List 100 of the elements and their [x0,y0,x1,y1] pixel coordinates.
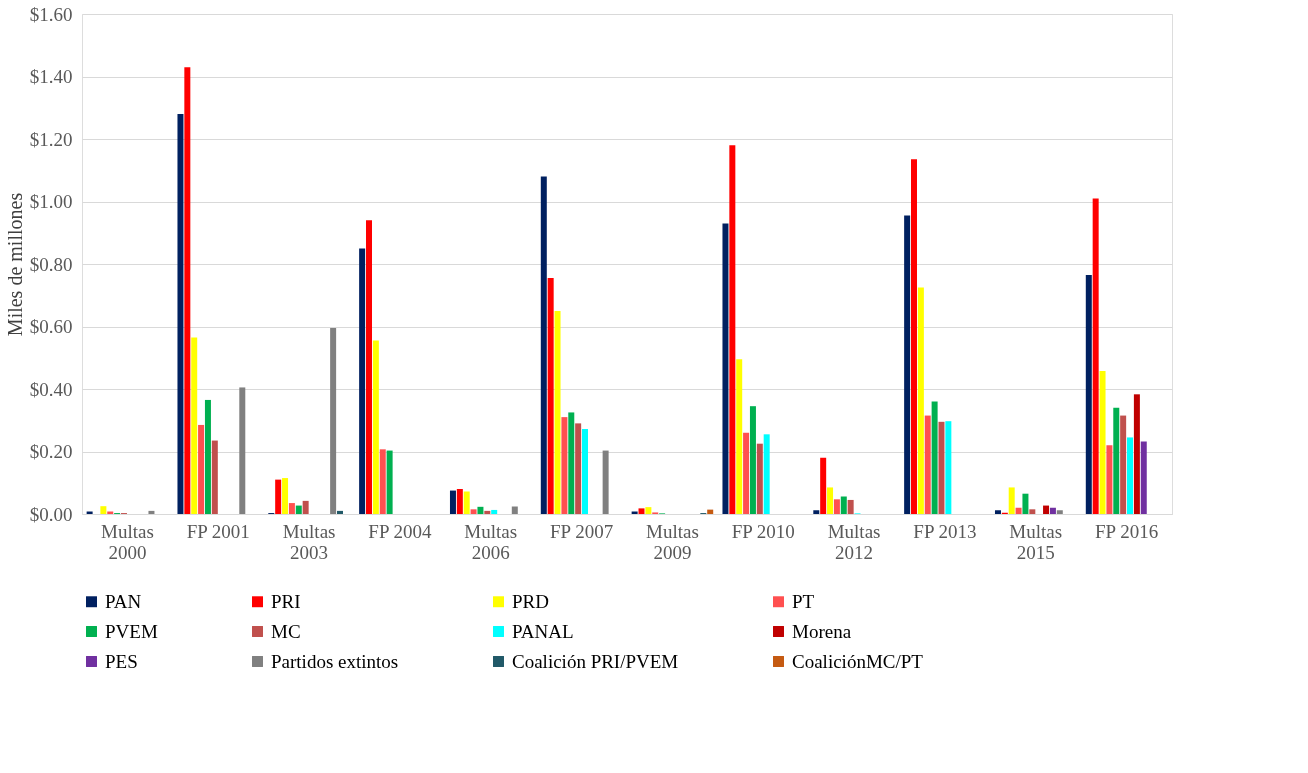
bar [1106,445,1113,514]
bar [827,487,834,514]
bar [1140,441,1147,514]
bar [540,176,547,514]
bar [638,508,645,514]
bar [386,450,393,514]
bar [148,510,155,514]
bar [1015,507,1022,514]
y-tick-label: $1.00 [29,191,73,212]
legend-label: Morena [792,620,852,642]
x-tick-label: FP 2010 [731,520,795,542]
bar [1092,198,1099,514]
bar [749,406,756,514]
bar [1127,437,1134,514]
bar [602,450,609,514]
bar [484,510,491,514]
bar [1056,510,1063,514]
x-tick-label: Multas 2000 [101,520,154,563]
bar [239,387,246,514]
bar [763,434,770,514]
legend-label: Coalición PRI/PVEM [512,650,679,672]
bar [561,417,568,514]
y-tick-label: $1.40 [29,66,73,87]
x-tick-label: Multas 2006 [464,520,518,563]
x-tick-label: FP 2001 [186,520,250,542]
x-tick-label: Multas 2003 [282,520,336,563]
legend-label: PANAL [512,620,574,642]
bar [904,215,911,514]
y-axis-title: Miles de millones [3,192,26,337]
bar [184,67,191,514]
legend-label: CoaliciónMC/PT [792,650,924,672]
bar [1133,394,1140,514]
bar [1113,407,1120,514]
bar [295,505,302,514]
bar [449,490,456,514]
bar [204,399,211,514]
y-tick-label: $0.00 [29,503,73,525]
x-tick-label: FP 2004 [368,520,432,542]
bar [359,248,366,514]
legend-label: Partidos extintos [271,650,399,672]
bar [813,510,820,514]
bar [177,114,184,514]
bar [707,509,714,514]
bar [275,479,282,514]
bar [568,412,575,514]
bar [491,509,498,514]
bar [1085,274,1092,514]
legend-label: MC [271,620,301,642]
bar [847,499,854,514]
bar [736,359,743,514]
bar [288,503,295,514]
bar [994,510,1001,514]
bar [477,506,484,514]
bar [924,415,931,514]
bar [100,506,107,514]
legend-label: PRD [512,590,549,612]
legend-label: PRI [271,590,301,612]
bar [1049,507,1056,514]
bar [582,429,589,514]
bar [722,223,729,514]
bar [511,506,518,514]
bar [1043,505,1050,514]
bar [282,478,289,514]
bar [938,421,945,514]
bar [1022,493,1029,514]
bar [833,499,840,514]
bar [198,424,205,514]
bar [366,220,372,514]
bar [645,507,652,514]
bar [756,443,763,514]
bar [372,340,379,514]
legend-label: PAN [105,590,142,612]
bar [1029,509,1036,514]
bar [729,145,736,514]
bar [554,310,561,514]
bar [1008,487,1015,514]
legend-label: PT [792,590,815,612]
x-tick-label: FP 2007 [549,520,614,542]
bar [379,449,386,514]
bar [211,440,218,514]
bar [911,159,917,514]
y-tick-label: $0.80 [29,253,73,275]
bar [1120,415,1127,514]
bar [470,509,477,514]
y-tick-label: $0.60 [29,316,73,337]
bar [463,491,470,514]
y-tick-label: $1.60 [29,3,73,25]
y-tick-label: $0.20 [29,441,73,462]
x-tick-label: Multas 2015 [1009,520,1063,563]
y-tick-label: $0.40 [29,378,73,400]
bar [1099,370,1106,514]
legend-label: PVEM [105,620,158,642]
legend-label: PES [105,650,138,672]
x-tick-label: FP 2013 [913,520,977,542]
bar [337,510,343,514]
x-tick-label: FP 2016 [1094,520,1159,542]
x-tick-label: Multas 2009 [646,520,699,563]
y-tick-label: $1.20 [29,128,73,150]
bar [191,337,198,514]
bar [840,496,847,514]
